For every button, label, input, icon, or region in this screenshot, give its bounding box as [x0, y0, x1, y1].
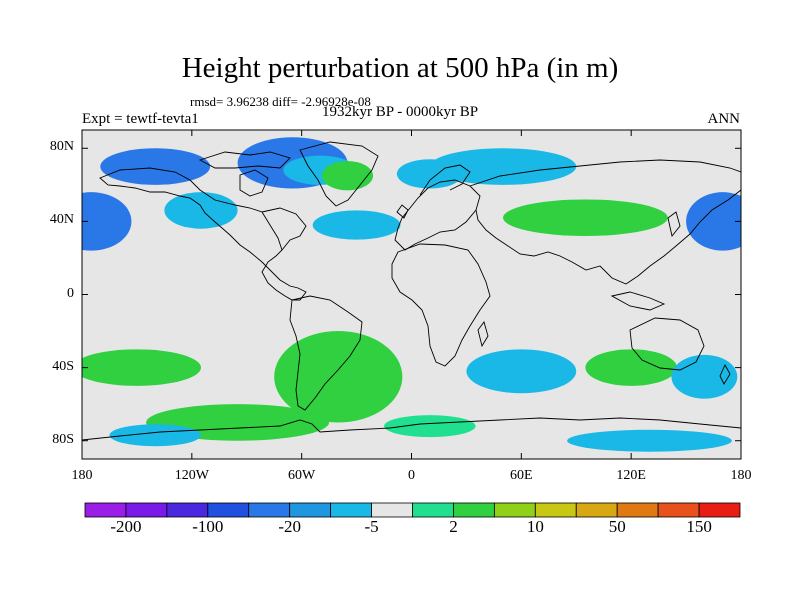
axis-ticks: [81, 130, 742, 459]
coast-north-america: [99, 167, 307, 301]
lon-tick-label: 60E: [510, 468, 533, 483]
colorbar-box: [289, 502, 332, 518]
colorbar-box: [166, 502, 209, 518]
colorbar-box: [125, 502, 168, 518]
anomaly-region: [274, 331, 403, 423]
anomaly-region: [466, 349, 577, 394]
anomaly-region: [503, 199, 668, 237]
colorbar-box: [207, 502, 250, 518]
lat-tick-label: 80S: [52, 431, 74, 447]
colorbar-label: -100: [192, 517, 224, 536]
lon-tick-label: 120E: [616, 468, 646, 483]
lon-tick-label: 0: [408, 468, 415, 483]
coastlines: [82, 141, 741, 441]
anomaly-region: [384, 415, 476, 438]
coast-scandinavia: [419, 164, 471, 196]
coast-se-asia-islands: [610, 291, 666, 311]
colorbar-box: [493, 502, 536, 518]
coast-europe: [394, 179, 481, 251]
lat-tick-label: 80N: [49, 139, 74, 155]
anomaly-region: [567, 429, 732, 452]
anomaly-region: [82, 349, 201, 386]
lon-tick-label: 60W: [288, 468, 316, 483]
coast-madagascar: [477, 321, 489, 348]
lon-tick-label: 120W: [174, 468, 209, 483]
lon-tick-label: 180: [71, 468, 93, 483]
anomaly-region: [585, 349, 677, 386]
coast-hudson: [239, 169, 269, 197]
figure-title: Height perturbation at 500 hPa (in m): [181, 52, 619, 84]
colorbar-box: [412, 502, 454, 518]
colorbar-label: 150: [686, 517, 712, 536]
season-label: ANN: [707, 111, 741, 127]
colorbar-label: -5: [364, 517, 379, 536]
experiment-label: Expt = tewtf-tevta1: [82, 111, 199, 127]
colorbar-box: [330, 502, 372, 518]
anomaly-region: [109, 424, 201, 447]
colorbar-label: 10: [526, 517, 544, 536]
lat-tick-label: 40N: [49, 212, 74, 228]
anomaly-region: [686, 192, 741, 251]
stats-line: rmsd= 3.96238 diff= -2.96928e-08: [190, 94, 371, 109]
coast-japan: [667, 211, 681, 238]
anomaly-region: [429, 148, 577, 185]
anomaly-region: [321, 161, 374, 191]
lon-tick-label: 180: [730, 468, 752, 483]
coast-antarctica: [82, 417, 741, 441]
coast-arctic-islands: [198, 151, 291, 169]
coast-africa: [391, 243, 491, 367]
colorbar-box: [616, 502, 659, 518]
coast-new-zealand: [719, 364, 731, 385]
lat-tick-label: 40S: [52, 358, 74, 374]
coast-australia: [629, 317, 705, 371]
coast-south-america: [289, 295, 363, 411]
colorbar-box: [248, 502, 291, 518]
period-label: 1932kyr BP - 0000kyr BP: [322, 104, 479, 120]
colorbar-box: [575, 502, 618, 518]
coast-north-america-east: [261, 207, 307, 251]
colorbar-label: -20: [278, 517, 302, 536]
colorbar-box: [84, 502, 127, 518]
colorbar-box: [657, 502, 700, 518]
anomaly-region: [82, 192, 132, 251]
colorbar-box: [371, 502, 413, 518]
lat-tick-label: 0: [67, 285, 74, 301]
coast-asia: [469, 159, 741, 285]
anomaly-fields: [82, 137, 741, 452]
colorbar-box: [453, 502, 495, 518]
colorbar-label: 2: [449, 517, 458, 536]
colorbar-box: [698, 502, 741, 518]
coast-british-isles: [396, 204, 409, 219]
colorbar-label: -200: [110, 517, 142, 536]
coast-greenland: [299, 141, 379, 207]
anomaly-region: [312, 210, 401, 240]
colorbar-box: [534, 502, 577, 518]
colorbar-label: 50: [608, 517, 626, 536]
